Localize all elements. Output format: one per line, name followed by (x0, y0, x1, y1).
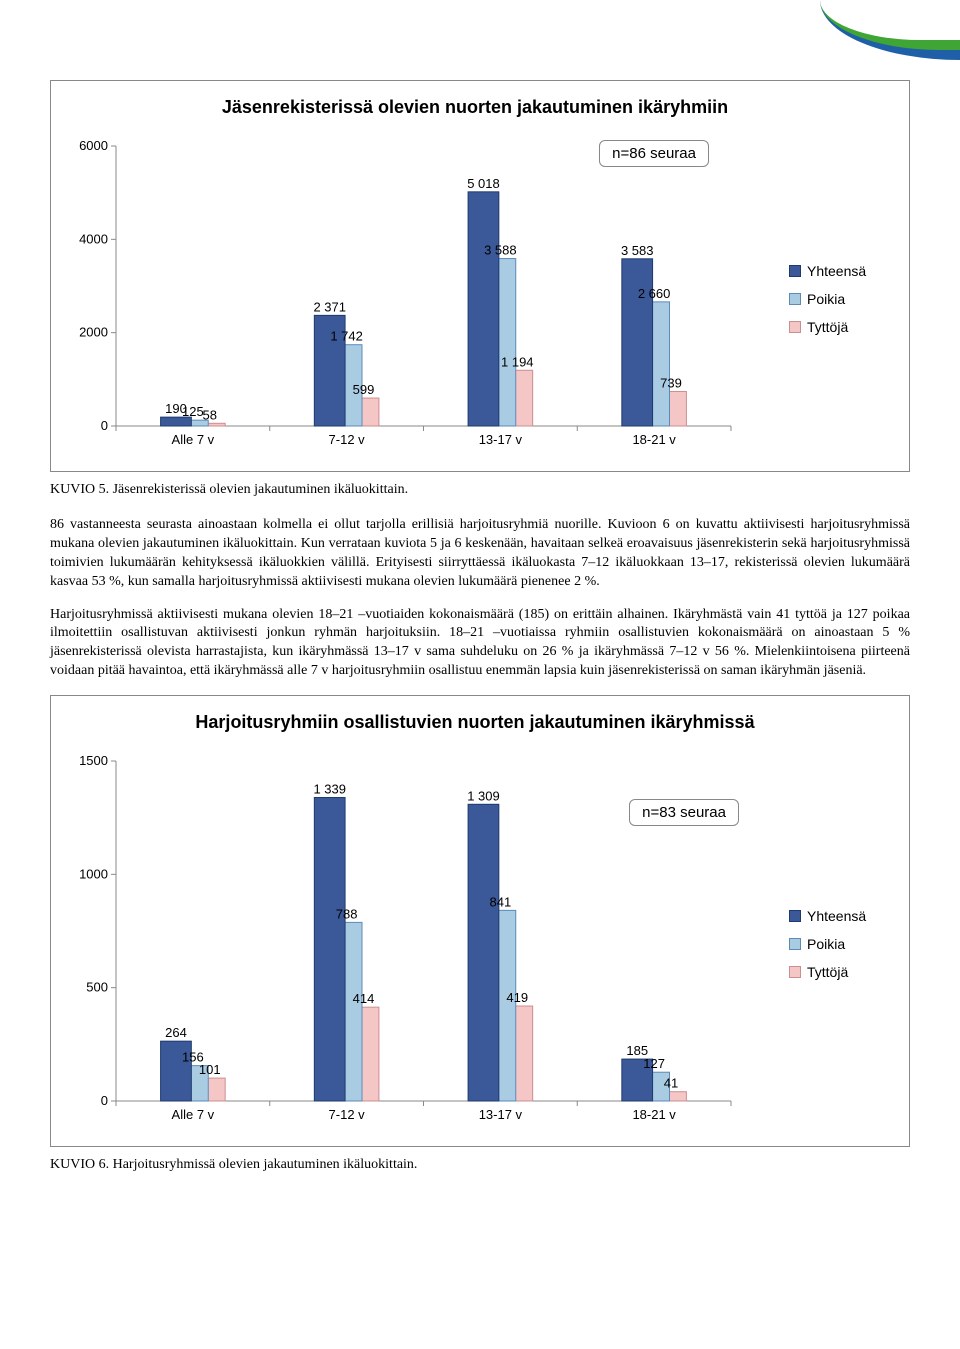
chart2-container: Harjoitusryhmiin osallistuvien nuorten j… (50, 695, 910, 1147)
svg-text:1500: 1500 (79, 753, 108, 768)
svg-text:18-21 v: 18-21 v (632, 1107, 676, 1122)
svg-text:1000: 1000 (79, 866, 108, 881)
svg-text:Alle 7 v: Alle 7 v (172, 1107, 215, 1122)
legend-item: Yhteensä (789, 263, 889, 279)
svg-text:13-17 v: 13-17 v (479, 1107, 523, 1122)
legend-label: Yhteensä (807, 263, 866, 279)
svg-text:3 588: 3 588 (484, 243, 517, 258)
svg-text:0: 0 (101, 418, 108, 433)
chart1-legend: Yhteensä Poikia Tyttöjä (769, 136, 889, 461)
chart1-caption: KUVIO 5. Jäsenrekisterissä olevien jakau… (50, 482, 910, 498)
chart2-legend: Yhteensä Poikia Tyttöjä (769, 751, 889, 1136)
svg-text:419: 419 (506, 990, 528, 1005)
legend-label: Tyttöjä (807, 319, 848, 335)
legend-label: Yhteensä (807, 908, 866, 924)
svg-text:2000: 2000 (79, 325, 108, 340)
corner-decoration: 5 (820, 0, 960, 60)
chart1-plot-area: 0200040006000Alle 7 v190125587-12 v2 371… (61, 136, 769, 461)
svg-text:58: 58 (203, 407, 217, 422)
legend-label: Tyttöjä (807, 964, 848, 980)
svg-text:500: 500 (86, 980, 108, 995)
svg-text:2 371: 2 371 (313, 299, 346, 314)
chart1-title: Jäsenrekisterissä olevien nuorten jakaut… (61, 97, 889, 118)
svg-text:414: 414 (353, 991, 375, 1006)
legend-item: Tyttöjä (789, 964, 889, 980)
chart2-annotation: n=83 seuraa (629, 799, 739, 826)
svg-text:2 660: 2 660 (638, 286, 671, 301)
paragraph-1: 86 vastanneesta seurasta ainoastaan kolm… (50, 516, 910, 592)
legend-item: Tyttöjä (789, 319, 889, 335)
legend-swatch (789, 910, 801, 922)
legend-swatch (789, 966, 801, 978)
legend-item: Yhteensä (789, 908, 889, 924)
svg-text:3 583: 3 583 (621, 243, 654, 258)
svg-text:0: 0 (101, 1093, 108, 1108)
chart1-annotation: n=86 seuraa (599, 140, 709, 167)
svg-text:1 742: 1 742 (330, 329, 363, 344)
page-number: 5 (918, 6, 930, 32)
svg-text:1 309: 1 309 (467, 788, 500, 803)
legend-swatch (789, 938, 801, 950)
chart1-container: Jäsenrekisterissä olevien nuorten jakaut… (50, 80, 910, 472)
svg-text:18-21 v: 18-21 v (632, 432, 676, 447)
legend-swatch (789, 321, 801, 333)
chart2-caption: KUVIO 6. Harjoitusryhmissä olevien jakau… (50, 1157, 910, 1173)
chart2-plot-area: 050010001500Alle 7 v2641561017-12 v1 339… (61, 751, 769, 1136)
page-corner: 5 (0, 0, 960, 80)
svg-text:5 018: 5 018 (467, 176, 500, 191)
svg-text:1 339: 1 339 (313, 782, 346, 797)
legend-label: Poikia (807, 936, 845, 952)
svg-text:125: 125 (182, 404, 204, 419)
svg-text:6000: 6000 (79, 138, 108, 153)
svg-text:739: 739 (660, 376, 682, 391)
svg-text:841: 841 (490, 894, 512, 909)
svg-text:264: 264 (165, 1025, 187, 1040)
svg-text:127: 127 (643, 1056, 665, 1071)
svg-text:1 194: 1 194 (501, 354, 534, 369)
svg-text:41: 41 (664, 1076, 678, 1091)
svg-text:599: 599 (353, 382, 375, 397)
legend-item: Poikia (789, 936, 889, 952)
legend-swatch (789, 265, 801, 277)
legend-swatch (789, 293, 801, 305)
svg-text:101: 101 (199, 1062, 221, 1077)
svg-text:4000: 4000 (79, 231, 108, 246)
legend-item: Poikia (789, 291, 889, 307)
legend-label: Poikia (807, 291, 845, 307)
page-content: Jäsenrekisterissä olevien nuorten jakaut… (0, 80, 960, 1231)
paragraph-2: Harjoitusryhmissä aktiivisesti mukana ol… (50, 606, 910, 682)
svg-text:7-12 v: 7-12 v (329, 1107, 366, 1122)
chart1-svg: 0200040006000Alle 7 v190125587-12 v2 371… (61, 136, 741, 456)
svg-text:7-12 v: 7-12 v (329, 432, 366, 447)
svg-text:788: 788 (336, 907, 358, 922)
svg-text:13-17 v: 13-17 v (479, 432, 523, 447)
chart2-title: Harjoitusryhmiin osallistuvien nuorten j… (61, 712, 889, 733)
svg-text:Alle 7 v: Alle 7 v (172, 432, 215, 447)
